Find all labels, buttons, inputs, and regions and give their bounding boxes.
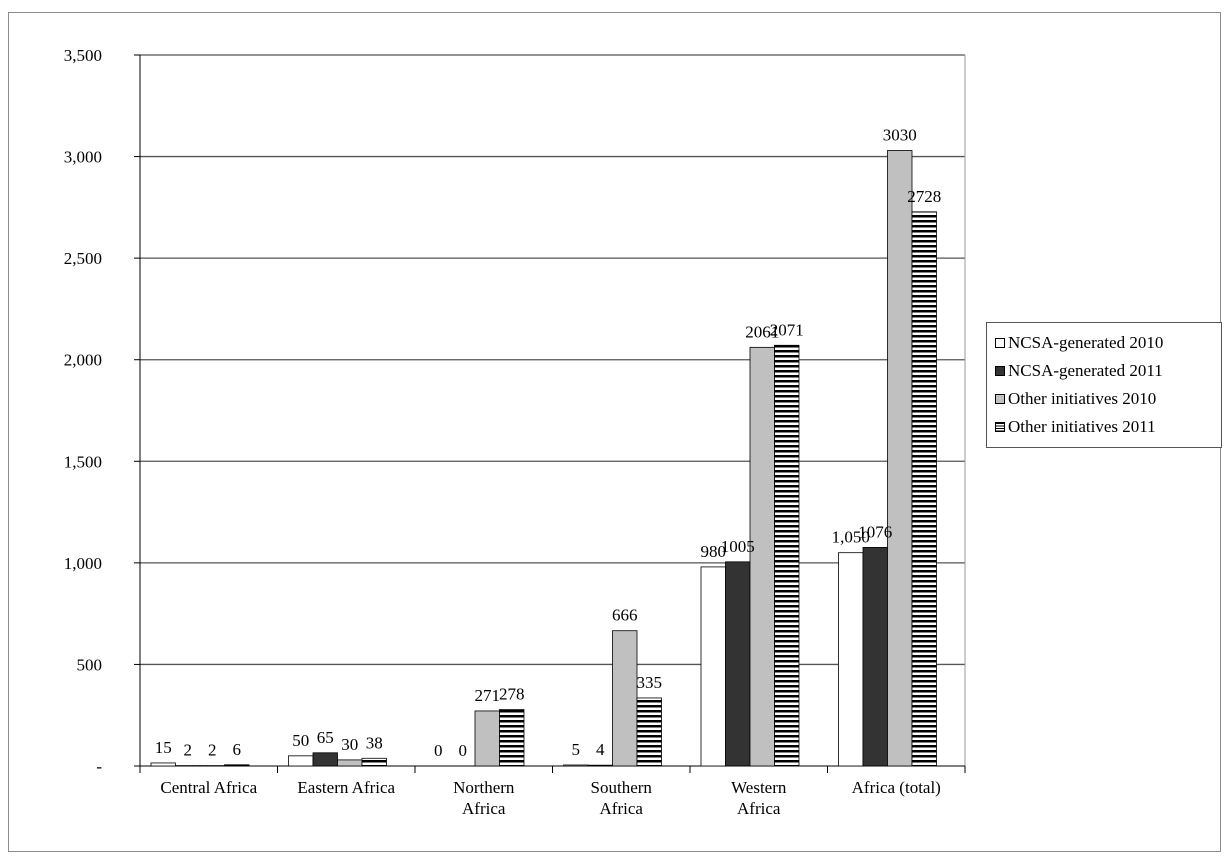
data-label: 2 <box>208 741 217 760</box>
data-label: 2071 <box>770 320 804 339</box>
data-label: 15 <box>155 738 172 757</box>
gridlines <box>140 54 966 766</box>
data-label: 6 <box>233 740 242 759</box>
bar <box>337 759 363 767</box>
legend-label: Other initiatives 2011 <box>1008 417 1156 436</box>
data-labels: 15 50 0 5 980 1,050 2 65 0 4 1005 1076 2 30 271 666 2061… <box>155 125 942 760</box>
legend-label: Other initiatives 2010 <box>1008 389 1157 408</box>
legend-label: NCSA-generated 2011 <box>1008 361 1163 380</box>
data-label: 271 <box>475 686 501 705</box>
data-label: 1076 <box>858 522 892 541</box>
bar <box>749 346 775 767</box>
legend-item: NCSA-generated 2011 <box>995 361 1163 381</box>
data-label: 2728 <box>907 187 941 206</box>
legend-swatch <box>995 338 1005 348</box>
legend-swatch <box>995 394 1005 404</box>
data-label: 30 <box>341 735 358 754</box>
legend-item: Other initiatives 2011 <box>995 417 1156 437</box>
data-label: 2 <box>184 741 193 760</box>
y-tick-label: 3,500 <box>64 46 102 65</box>
data-label: 1005 <box>721 537 755 556</box>
data-label: 50 <box>292 731 309 750</box>
bar <box>150 762 176 767</box>
bar <box>587 764 613 767</box>
data-label: 65 <box>317 728 334 747</box>
bar <box>361 757 387 767</box>
bars <box>150 150 937 767</box>
y-tick-label: 500 <box>77 655 103 674</box>
bar <box>563 764 589 767</box>
y-tick-label: - <box>96 757 102 776</box>
x-tick-label: Central Africa <box>160 778 257 797</box>
x-tick-label: Eastern Africa <box>297 778 395 797</box>
legend: NCSA-generated 2010 NCSA-generated 2011 Ot… <box>986 322 1222 448</box>
tick-labels: -5001,0001,5002,0002,5003,0003,500Centra… <box>64 46 941 818</box>
x-tick-label: Southern Africa <box>591 778 653 818</box>
legend-item: NCSA-generated 2010 <box>995 333 1163 353</box>
data-label: 0 <box>434 741 443 760</box>
bar <box>224 764 250 767</box>
axes <box>134 54 966 773</box>
legend-swatch <box>995 422 1005 432</box>
y-tick-label: 2,000 <box>64 351 102 370</box>
data-label: 278 <box>499 685 525 704</box>
bar <box>774 344 800 767</box>
data-label: 1,050 <box>832 528 870 547</box>
y-tick-label: 1,000 <box>64 554 102 573</box>
y-tick-label: 2,500 <box>64 249 102 268</box>
y-tick-label: 3,000 <box>64 148 102 167</box>
data-label: 4 <box>596 740 605 759</box>
bar <box>911 211 937 767</box>
bar <box>862 547 888 767</box>
data-label: 3030 <box>883 125 917 144</box>
bar <box>612 630 638 767</box>
data-label: 38 <box>366 733 383 752</box>
legend-swatch <box>995 366 1005 376</box>
data-label: 335 <box>637 673 663 692</box>
bar <box>312 752 338 767</box>
bar <box>499 709 525 767</box>
bar <box>700 566 726 767</box>
x-tick-label: Africa (total) <box>852 778 941 797</box>
bar <box>838 552 864 767</box>
data-label: 666 <box>612 606 638 625</box>
legend-label: NCSA-generated 2010 <box>1008 333 1164 352</box>
data-label: 980 <box>701 542 727 561</box>
data-label: 5 <box>572 740 581 759</box>
x-tick-label: Northern Africa <box>453 778 515 818</box>
bar <box>725 561 751 767</box>
bar <box>474 710 500 767</box>
x-tick-label: Western Africa <box>731 778 787 818</box>
legend-item: Other initiatives 2010 <box>995 389 1156 409</box>
data-label: 0 <box>459 741 468 760</box>
y-tick-label: 1,500 <box>64 452 102 471</box>
data-label: 2061 <box>745 322 779 341</box>
bar <box>288 755 314 767</box>
bar <box>636 697 662 767</box>
bar <box>887 150 913 767</box>
